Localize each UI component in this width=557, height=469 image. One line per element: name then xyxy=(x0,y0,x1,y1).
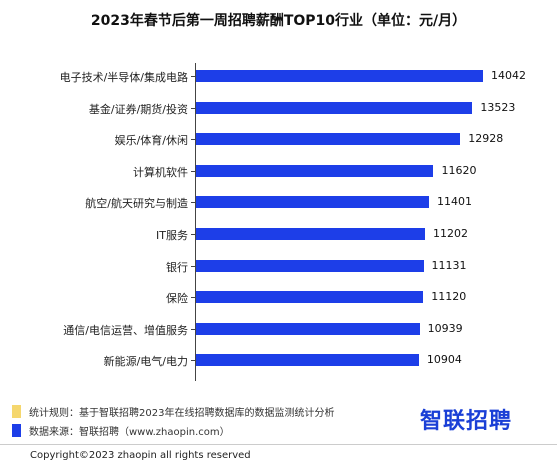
bar xyxy=(196,291,424,304)
y-axis-tick xyxy=(191,297,195,299)
bar xyxy=(196,164,434,177)
y-axis-tick xyxy=(191,265,195,267)
legend-swatch-rule xyxy=(12,405,21,418)
data-label: 11131 xyxy=(431,258,467,272)
data-label: 11120 xyxy=(431,290,467,304)
copyright-text: Copyright©2023 zhaopin all rights reserv… xyxy=(30,450,251,461)
data-label: 14042 xyxy=(491,69,526,82)
bar xyxy=(196,228,425,240)
category-label: 银行 xyxy=(166,260,188,274)
category-label: 通信/电信运营、增值服务 xyxy=(63,323,188,337)
y-axis-tick xyxy=(191,328,195,330)
legend-item-source: 数据来源：智联招聘（www.zhaopin.com） xyxy=(12,423,230,438)
y-axis-line xyxy=(195,63,196,381)
y-axis-tick xyxy=(191,139,195,141)
y-axis-tick xyxy=(191,107,195,109)
category-label: 娱乐/体育/休闲 xyxy=(114,134,188,148)
bar xyxy=(196,196,430,209)
data-label: 13523 xyxy=(480,100,516,114)
y-axis-tick xyxy=(191,234,195,235)
data-label: 10904 xyxy=(426,353,462,367)
brand-logo: 智联招聘 xyxy=(420,409,513,434)
data-label: 12928 xyxy=(468,132,504,146)
data-label: 11620 xyxy=(441,163,477,177)
bar xyxy=(196,322,420,335)
legend-text-source: 数据来源：智联招聘（www.zhaopin.com） xyxy=(29,427,230,438)
y-axis-tick xyxy=(191,76,195,77)
bar xyxy=(196,101,473,114)
category-label: 基金/证券/期货/投资 xyxy=(88,102,188,116)
legend-item-rule: 统计规则：基于智联招聘2023年在线招聘数据库的数据监测统计分析 xyxy=(12,404,334,419)
data-label: 10939 xyxy=(427,321,463,335)
y-axis-tick xyxy=(191,202,195,204)
footer-divider xyxy=(0,444,557,445)
y-axis-tick xyxy=(191,170,195,172)
bar xyxy=(196,70,483,82)
category-label: 计算机软件 xyxy=(133,165,188,179)
category-label: 新能源/电气/电力 xyxy=(103,355,188,369)
chart-title: 2023年春节后第一周招聘薪酬TOP10行业（单位：元/月） xyxy=(90,13,467,29)
y-axis-tick xyxy=(191,360,195,362)
legend-text-rule: 统计规则：基于智联招聘2023年在线招聘数据库的数据监测统计分析 xyxy=(29,408,335,419)
legend-swatch-source xyxy=(12,424,21,437)
category-label: 航空/航天研究与制造 xyxy=(85,197,188,211)
bar xyxy=(196,133,461,146)
data-label: 11202 xyxy=(432,227,468,240)
category-label: IT服务 xyxy=(156,229,188,242)
data-label: 11401 xyxy=(437,195,473,209)
category-label: 电子技术/半导体/集成电路 xyxy=(59,71,188,84)
category-label: 保险 xyxy=(166,292,188,306)
bar xyxy=(196,259,424,272)
bar xyxy=(196,354,419,367)
